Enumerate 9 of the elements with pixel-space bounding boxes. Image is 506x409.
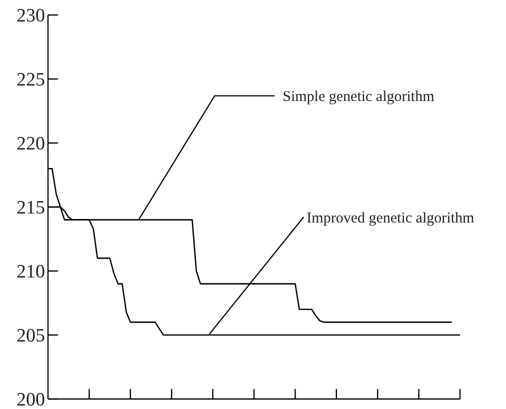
y-tick-label: 220: [16, 134, 45, 155]
y-tick-label: 205: [16, 326, 45, 347]
annotation: Improved genetic algorithm: [306, 210, 474, 226]
y-tick-label: 215: [16, 198, 45, 219]
y-tick-label: 210: [16, 262, 45, 283]
y-tick-label: 200: [16, 390, 45, 409]
y-tick-label: 225: [16, 70, 45, 91]
annotation: Simple genetic algorithm: [282, 89, 435, 106]
y-tick-label: 230: [16, 6, 45, 27]
